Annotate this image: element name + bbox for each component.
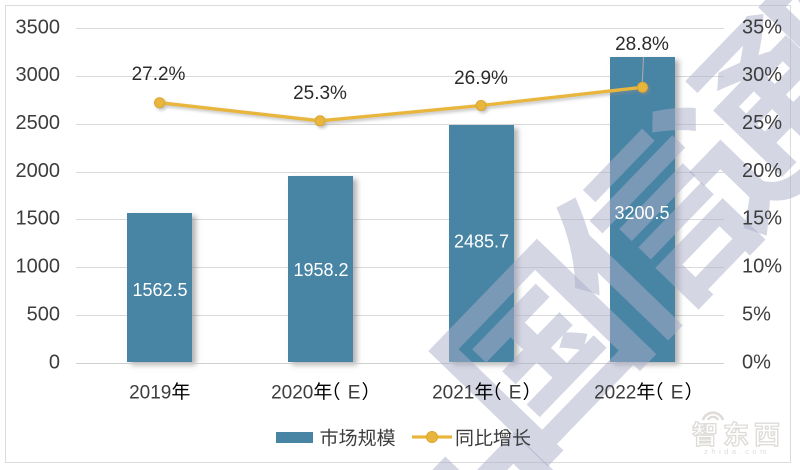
svg-text:0%: 0% xyxy=(742,351,771,373)
svg-text:30%: 30% xyxy=(742,64,782,86)
svg-text:2022: 2022 xyxy=(594,382,636,403)
svg-text:2020: 2020 xyxy=(271,382,313,403)
svg-text:27.2%: 27.2% xyxy=(132,64,186,85)
svg-text:zhida.com: zhida.com xyxy=(704,447,770,456)
svg-text:1562.5: 1562.5 xyxy=(132,280,187,300)
svg-text:E: E xyxy=(348,382,361,403)
svg-text:15%: 15% xyxy=(742,208,782,230)
svg-text:25.3%: 25.3% xyxy=(293,83,347,104)
svg-text:10%: 10% xyxy=(742,256,782,278)
svg-text:20%: 20% xyxy=(742,160,782,182)
svg-text:2021: 2021 xyxy=(432,382,474,403)
svg-text:2019: 2019 xyxy=(129,382,171,403)
svg-text:2000: 2000 xyxy=(16,160,61,182)
svg-text:E: E xyxy=(671,382,684,403)
svg-text:500: 500 xyxy=(27,303,60,325)
svg-text:E: E xyxy=(509,382,522,403)
svg-text:3000: 3000 xyxy=(16,64,61,86)
svg-text:3500: 3500 xyxy=(16,16,61,38)
svg-text:35%: 35% xyxy=(742,16,782,38)
svg-text:25%: 25% xyxy=(742,112,782,134)
svg-text:1958.2: 1958.2 xyxy=(293,260,348,280)
svg-text:3200.5: 3200.5 xyxy=(614,203,669,223)
svg-text:2485.7: 2485.7 xyxy=(454,232,509,252)
svg-text:26.9%: 26.9% xyxy=(454,68,508,89)
svg-text:1500: 1500 xyxy=(16,208,61,230)
svg-text:28.8%: 28.8% xyxy=(615,34,669,55)
svg-text:0: 0 xyxy=(49,351,60,373)
svg-text:1000: 1000 xyxy=(16,256,61,278)
svg-text:2500: 2500 xyxy=(16,112,61,134)
svg-text:5%: 5% xyxy=(742,303,771,325)
